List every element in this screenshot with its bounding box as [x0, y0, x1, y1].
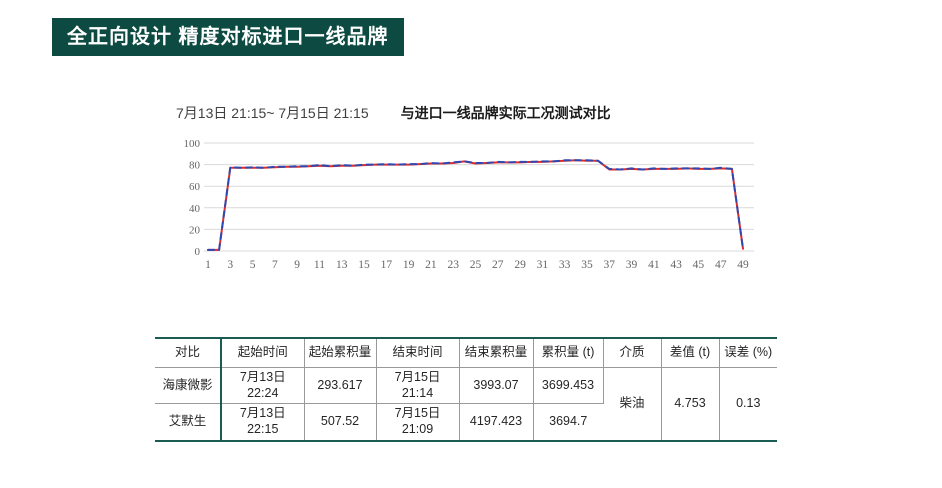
header-compare: 对比 [155, 337, 222, 368]
x-tick-label: 19 [403, 259, 415, 271]
header-end-total: 结束累积量 [459, 337, 534, 368]
x-tick-label: 35 [581, 259, 593, 271]
cell-end-total-1: 3993.07 [459, 367, 534, 405]
x-tick-label: 5 [250, 259, 256, 271]
x-tick-label: 11 [314, 259, 325, 271]
chart-area: 0 20 40 60 80 100 1 3 5 7 9 11 13 15 17 19 21 23 25 27 29 31 3… [178, 138, 763, 278]
x-tick-label: 17 [381, 259, 393, 271]
cell-brand-2: 艾默生 [155, 403, 222, 442]
y-tick-label: 80 [189, 160, 201, 172]
cell-start-time-2: 7月13日 22:15 [221, 403, 305, 442]
table-row: 艾默生 7月13日 22:15 507.52 7月15日 21:09 4197.… [155, 403, 777, 442]
x-tick-label: 47 [715, 259, 727, 271]
x-tick-label: 25 [470, 259, 482, 271]
end-clock-1: 21:14 [401, 385, 434, 400]
y-tick-label: 20 [189, 224, 201, 236]
x-tick-label: 27 [492, 259, 504, 271]
cell-end-time-1: 7月15日 21:14 [376, 367, 460, 405]
x-tick-label: 39 [626, 259, 638, 271]
x-tick-label: 49 [737, 259, 749, 271]
cell-brand-1: 海康微影 [155, 367, 222, 405]
start-date-2: 7月13日 [239, 406, 286, 421]
cell-start-total-1: 293.617 [304, 367, 377, 405]
x-tick-label: 45 [693, 259, 705, 271]
header-medium: 介质 [603, 337, 662, 368]
header-start-time: 起始时间 [221, 337, 305, 368]
x-tick-label: 9 [294, 259, 300, 271]
header-end-time: 结束时间 [376, 337, 460, 368]
header-error: 误差 (%) [719, 337, 777, 368]
header-diff: 差值 (t) [661, 337, 720, 368]
x-tick-label: 7 [272, 259, 278, 271]
start-clock-1: 22:24 [247, 385, 279, 400]
chart-header: 7月13日 21:15~ 7月15日 21:15 与进口一线品牌实际工况测试对比 [176, 103, 611, 123]
y-tick-label: 100 [184, 138, 201, 150]
table-row: 海康微影 7月13日 22:24 293.617 7月15日 21:14 399… [155, 367, 777, 442]
x-tick-label: 13 [336, 259, 348, 271]
start-clock-2: 22:15 [247, 421, 279, 436]
x-tick-label: 41 [648, 259, 660, 271]
x-tick-label: 23 [447, 259, 459, 271]
series-line-red [207, 159, 744, 251]
cell-end-total-2: 4197.423 [459, 403, 534, 442]
cell-accumulated-1: 3699.453 [533, 367, 604, 405]
comparison-table: 对比 起始时间 起始累积量 结束时间 结束累积量 累积量 (t) 介质 差值 (… [155, 337, 777, 442]
y-tick-label: 60 [189, 181, 201, 193]
cell-accumulated-2: 3694.7 [533, 403, 603, 442]
cell-start-total-2: 507.52 [304, 403, 377, 442]
cell-end-time-2: 7月15日 21:09 [376, 403, 460, 442]
x-tick-label: 21 [425, 259, 437, 271]
y-tick-label: 40 [189, 203, 201, 215]
cell-start-time-1: 7月13日 22:24 [221, 367, 305, 405]
banner-title: 全正向设计 精度对标进口一线品牌 [52, 18, 404, 56]
start-date-1: 7月13日 [239, 370, 286, 384]
x-tick-label: 3 [227, 259, 233, 271]
x-tick-label: 37 [604, 259, 616, 271]
chart-date-range: 7月13日 21:15~ 7月15日 21:15 [176, 105, 369, 121]
header-start-total: 起始累积量 [304, 337, 377, 368]
end-date-1: 7月15日 [394, 370, 441, 384]
x-tick-label: 15 [358, 259, 370, 271]
y-tick-label: 0 [195, 246, 201, 258]
header-accumulated: 累积量 (t) [533, 337, 604, 368]
end-date-2: 7月15日 [394, 406, 441, 421]
x-tick-label: 33 [559, 259, 571, 271]
series-line-blue [207, 159, 744, 251]
cell-medium: 柴油 [603, 367, 662, 442]
x-tick-label: 1 [205, 259, 211, 271]
x-tick-label: 31 [537, 259, 549, 271]
cell-error: 0.13 [719, 367, 777, 442]
x-tick-label: 43 [670, 259, 682, 271]
table-header-row: 对比 起始时间 起始累积量 结束时间 结束累积量 累积量 (t) 介质 差值 (… [155, 337, 777, 368]
chart-title: 与进口一线品牌实际工况测试对比 [400, 105, 611, 121]
x-tick-label: 29 [514, 259, 526, 271]
end-clock-2: 21:09 [401, 421, 434, 436]
cell-diff: 4.753 [661, 367, 720, 442]
